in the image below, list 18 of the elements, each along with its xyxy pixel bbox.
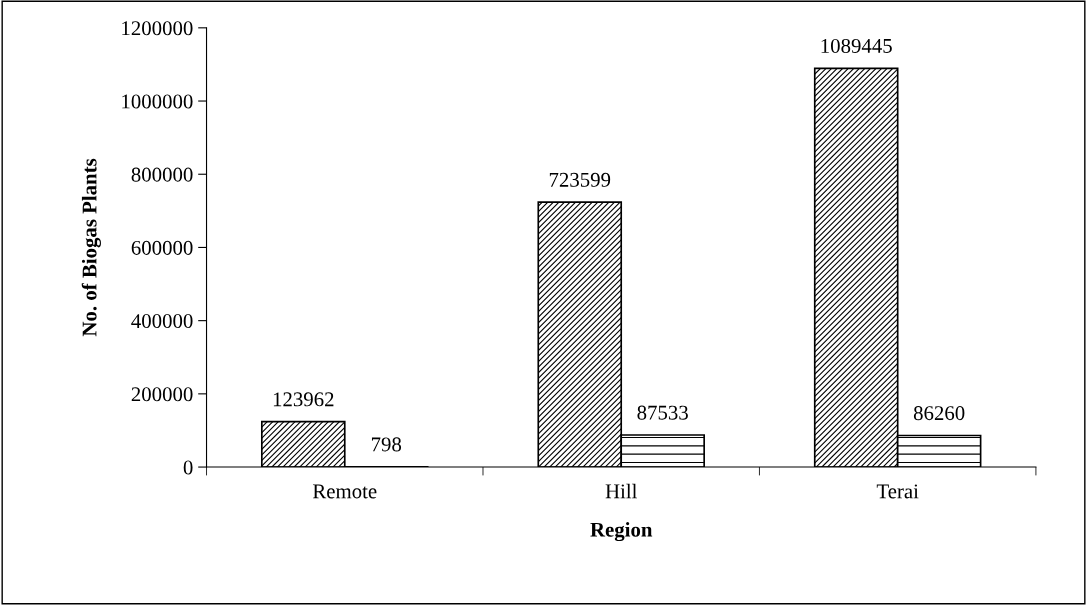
y-tick-label: 200000 [131, 387, 193, 402]
y-tick-label: 1200000 [122, 21, 193, 36]
x-axis-title: Region [590, 522, 653, 542]
x-tick-label: Remote [312, 484, 377, 499]
y-tick-label: 400000 [131, 314, 193, 329]
y-tick-label: 800000 [131, 167, 193, 182]
data-label: 723599 [549, 172, 611, 187]
data-label: 86260 [913, 406, 965, 421]
y-tick-label: 1000000 [122, 94, 193, 109]
data-label: 123962 [273, 392, 334, 407]
x-tick-label: Terai [876, 484, 919, 499]
y-tick-label: 600000 [131, 240, 193, 255]
y-axis-title: No. of Biogas Plants [81, 158, 101, 337]
x-tick-label: Hill [605, 483, 638, 499]
data-label: 798 [371, 437, 402, 452]
data-label: 87533 [637, 405, 688, 420]
data-label: 1089445 [821, 38, 892, 53]
y-tick-label: 0 [183, 460, 193, 475]
